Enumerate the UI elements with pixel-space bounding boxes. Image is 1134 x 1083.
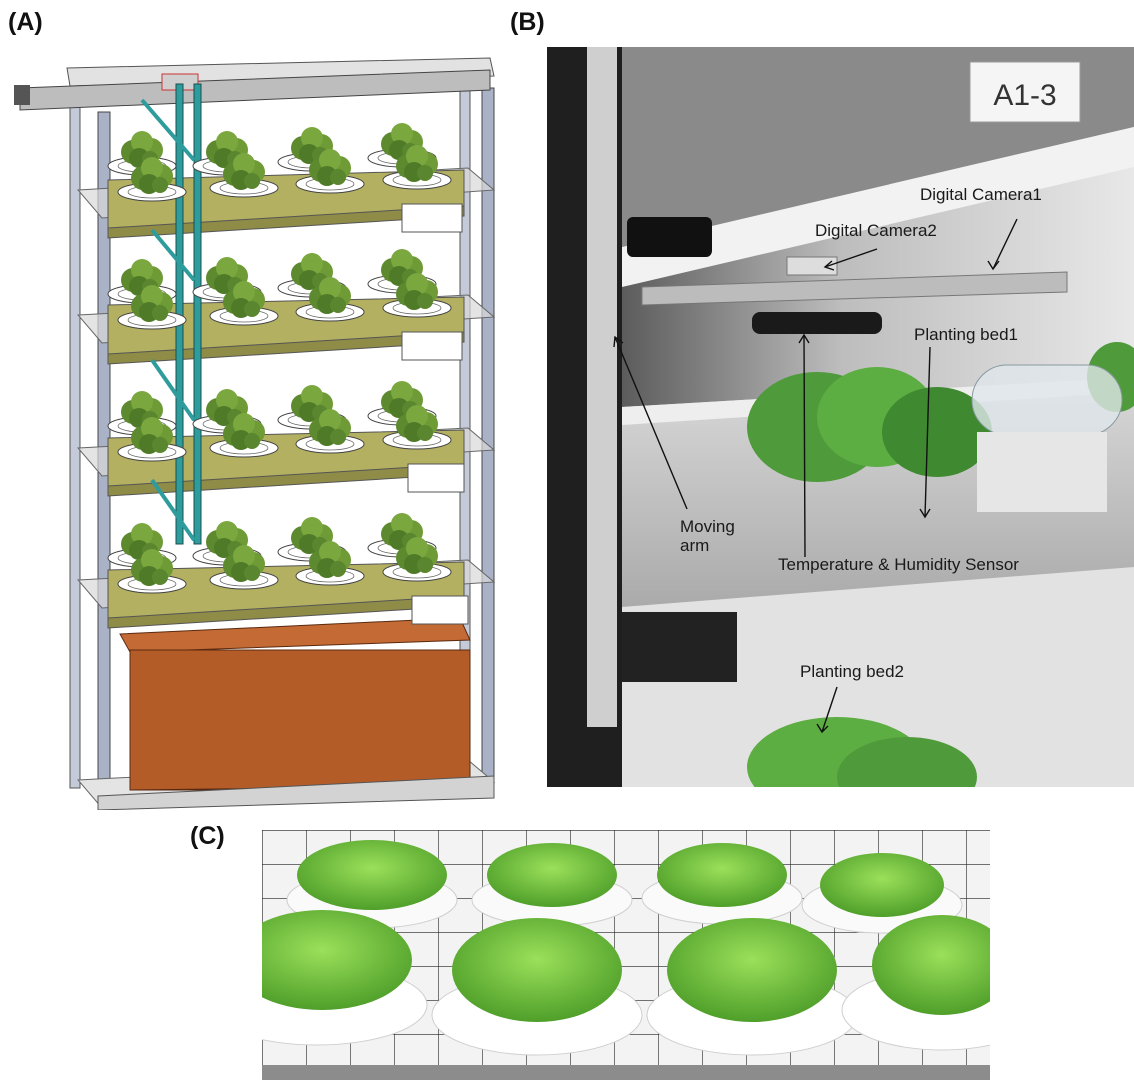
- shelf-tag: A1-3: [993, 79, 1056, 112]
- label-planting-bed-2: Planting bed2: [800, 662, 904, 681]
- label-moving-arm: Moving arm: [680, 517, 735, 555]
- lettuce-photo: [262, 830, 990, 1080]
- photo-c-lettuce-front-row: [262, 910, 990, 1022]
- rack-photo: A1-3: [547, 47, 1134, 787]
- panel-label-c: (C): [190, 822, 225, 850]
- label-temp-humidity-sensor: Temperature & Humidity Sensor: [778, 555, 1019, 574]
- rack-cad-illustration: [12, 40, 502, 810]
- label-planting-bed-1: Planting bed1: [914, 325, 1018, 344]
- panel-label-a: (A): [8, 8, 43, 36]
- moving-arm-cad: [140, 83, 202, 545]
- shelf-level-4: [76, 559, 496, 629]
- label-digital-camera-2: Digital Camera2: [815, 221, 937, 240]
- panel-label-b: (B): [510, 8, 545, 36]
- photo-c-lettuce-back-row: [297, 840, 944, 917]
- label-digital-camera-1: Digital Camera1: [920, 185, 1042, 204]
